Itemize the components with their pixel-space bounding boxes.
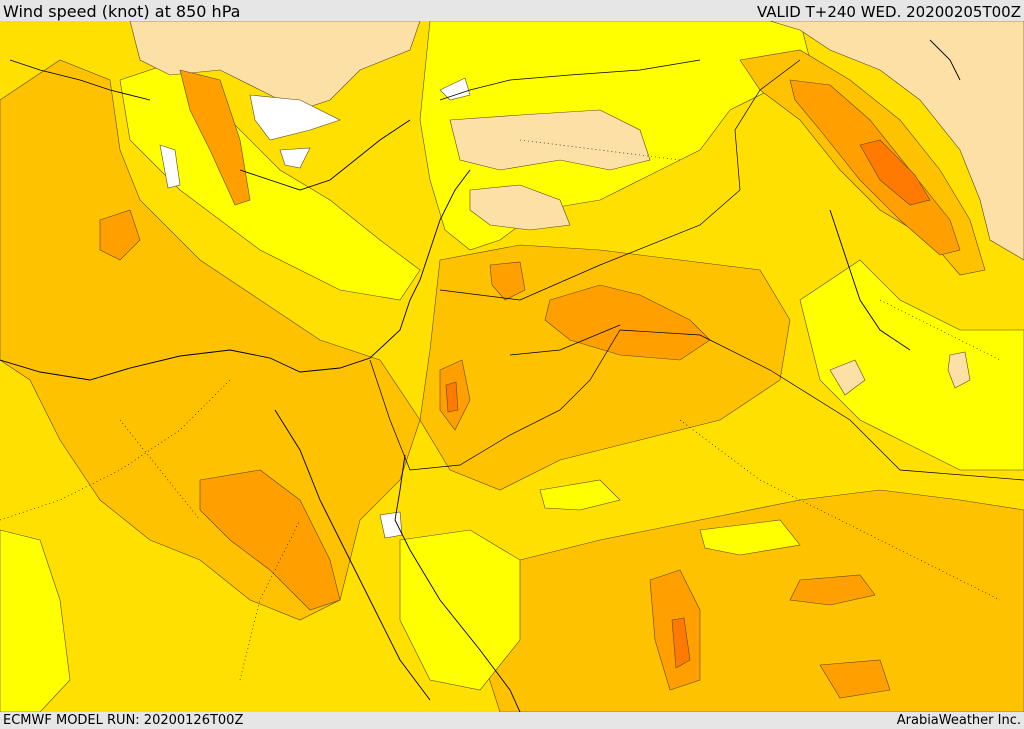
band-deep-orange-south (671, 617, 691, 669)
borders (369, 59, 1024, 481)
band-white-cyprus (249, 94, 341, 141)
dotted-boundaries (0, 139, 1001, 681)
band-amber-south (479, 489, 1024, 712)
band-yellow-east (799, 259, 1024, 471)
band-orange-egypt-west (179, 69, 251, 206)
band-light-gulf (829, 359, 866, 396)
band-white-turkey (439, 77, 471, 101)
band-light-syria (469, 184, 571, 231)
band-amber-levant (419, 244, 791, 491)
band-yellow-south-2 (699, 519, 801, 556)
band-orange-jordan (489, 261, 526, 301)
band-light-turkey (449, 109, 651, 171)
band-light-qatar (947, 351, 971, 389)
band-orange-southeast (819, 659, 891, 699)
band-deep-orange-zagros (859, 139, 931, 206)
band-yellow-redsea (399, 529, 521, 691)
band-white-coast (159, 144, 181, 189)
footer-bar (0, 712, 1024, 729)
band-orange-libya (99, 209, 141, 261)
band-deep-orange-deadsea (445, 381, 459, 413)
wind-speed-map (0, 21, 1024, 712)
band-amber-egypt (0, 59, 421, 621)
band-light-iran (769, 21, 1024, 261)
band-orange-levant (544, 284, 711, 361)
credit-label: ArabiaWeather Inc. (896, 713, 1021, 728)
band-white-cyprus-south (279, 147, 311, 169)
band-yellow-south-3 (0, 529, 71, 712)
band-orange-gulf-east (789, 574, 876, 606)
band-orange-egypt-south (199, 469, 341, 611)
model-run-label: ECMWF MODEL RUN: 20200126T00Z (3, 713, 244, 728)
valid-time: VALID T+240 WED. 20200205T00Z (756, 3, 1021, 21)
header-bar (0, 0, 1024, 21)
coastlines (0, 39, 961, 712)
band-yellow-south-1 (539, 479, 621, 511)
map-title: Wind speed (knot) at 850 hPa (3, 2, 241, 21)
